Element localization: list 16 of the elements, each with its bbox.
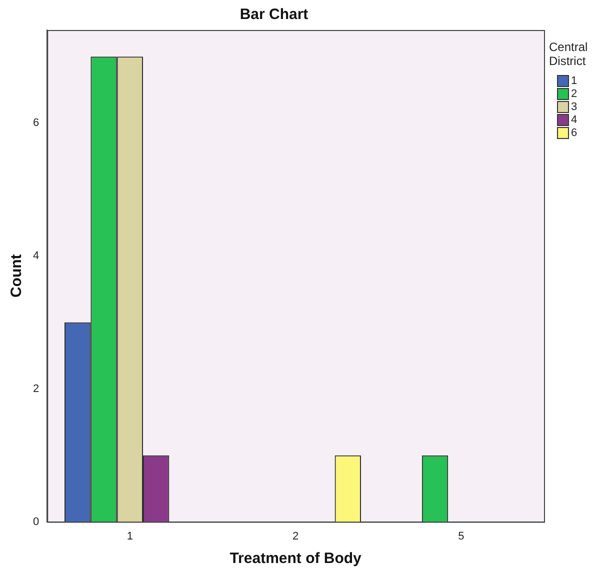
legend-label: 4 [571, 114, 578, 126]
x-tick-label: 5 [458, 530, 464, 542]
x-tick-label: 2 [292, 530, 299, 542]
x-tick-label: 1 [126, 530, 133, 542]
y-axis-title: Count [8, 254, 26, 298]
legend-label: 1 [571, 74, 578, 86]
y-tick-label: 4 [32, 250, 40, 262]
legend-label: 6 [571, 126, 578, 138]
legend-title: Central District [549, 40, 589, 68]
x-axis-title: Treatment of Body [230, 550, 362, 568]
legend-label: 3 [571, 100, 578, 112]
chart-title: Bar Chart [240, 6, 308, 24]
legend-label: 2 [571, 88, 578, 100]
y-tick-label: 0 [32, 516, 40, 528]
y-tick-label: 2 [32, 382, 40, 395]
y-tick-label: 6 [32, 117, 40, 130]
